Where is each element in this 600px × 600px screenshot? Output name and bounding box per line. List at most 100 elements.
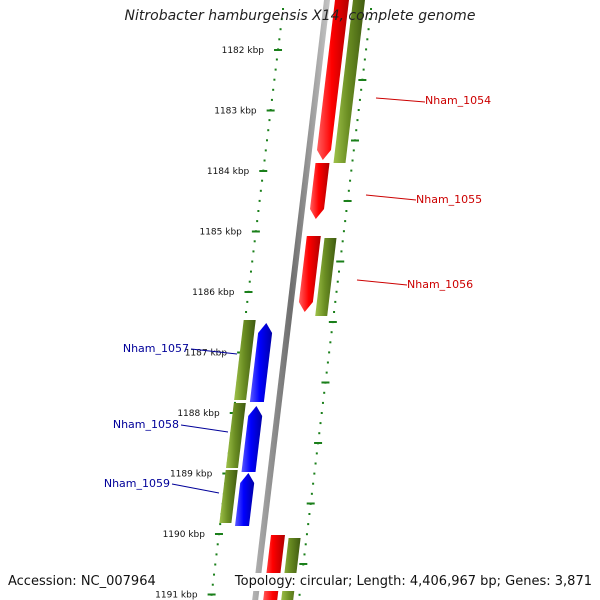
- gene-bar: [315, 238, 337, 316]
- topology-label: Topology: circular; Length: 4,406,967 bp…: [234, 573, 592, 591]
- ruler-major-tick: [259, 170, 268, 172]
- ruler-minor-tick: [274, 68, 277, 71]
- ruler-label: 1182 kbp: [222, 46, 265, 56]
- gene-label-nham-1057[interactable]: Nham_1057: [123, 342, 189, 355]
- ruler-minor-tick: [216, 543, 219, 546]
- gene-bar: [333, 0, 366, 163]
- ruler-major-tick: [321, 381, 330, 384]
- gene-label-nham-1056[interactable]: Nham_1056: [407, 278, 473, 291]
- ruler-label: 1185 kbp: [199, 228, 242, 238]
- ruler-minor-tick: [356, 119, 359, 122]
- ruler-minor-tick: [368, 18, 371, 21]
- ruler-minor-tick: [303, 553, 306, 556]
- ruler-minor-tick: [335, 290, 338, 293]
- ruler-minor-tick: [363, 58, 366, 61]
- ruler-major-tick: [251, 230, 260, 233]
- ruler-minor-tick: [304, 543, 307, 546]
- ruler-minor-tick: [341, 240, 344, 243]
- ruler-minor-tick: [270, 98, 273, 101]
- ruler-minor-tick: [336, 280, 339, 283]
- gene-label-nham-1054[interactable]: Nham_1054: [425, 94, 491, 107]
- ruler-major-tick: [350, 139, 359, 142]
- map-title: Nitrobacter hamburgensis X14, complete g…: [124, 8, 476, 24]
- ruler-minor-tick: [257, 210, 260, 212]
- ruler-major-tick: [266, 109, 275, 112]
- ruler-minor-tick: [263, 159, 266, 162]
- ruler-minor-tick: [253, 240, 256, 243]
- ruler-minor-tick: [249, 270, 252, 273]
- ruler-minor-tick: [315, 452, 318, 455]
- ruler-minor-tick: [320, 412, 323, 414]
- ruler-minor-tick: [330, 331, 333, 334]
- ruler-minor-tick: [347, 189, 350, 192]
- ruler-label: 1186 kbp: [192, 288, 235, 298]
- ruler-minor-tick: [321, 401, 324, 404]
- ruler-minor-tick: [298, 593, 301, 596]
- ruler-label: 1189 kbp: [170, 470, 213, 480]
- ruler-minor-tick: [268, 119, 271, 122]
- ruler-major-tick: [207, 593, 216, 596]
- ruler-minor-tick: [326, 361, 329, 364]
- ruler-minor-tick: [305, 533, 308, 536]
- ruler-label: 1190 kbp: [163, 530, 206, 540]
- ruler-minor-tick: [307, 523, 310, 526]
- ruler-minor-tick: [340, 250, 343, 253]
- ruler-minor-tick: [319, 422, 322, 425]
- ruler-minor-tick: [312, 482, 315, 485]
- ruler-minor-tick: [334, 300, 337, 303]
- gene-bar: [219, 470, 238, 523]
- ruler-minor-tick: [214, 563, 217, 566]
- forward-cds-bar: [310, 163, 330, 219]
- ruler-minor-tick: [366, 38, 369, 41]
- ruler-minor-tick: [280, 18, 283, 21]
- ruler-minor-tick: [333, 311, 336, 313]
- ruler-minor-tick: [362, 68, 365, 71]
- ruler-minor-tick: [215, 553, 218, 556]
- gene-label-nham-1059[interactable]: Nham_1059: [104, 477, 170, 490]
- ruler-major-tick: [299, 563, 308, 565]
- ruler-label: 1187 kbp: [185, 349, 228, 359]
- ruler-minor-tick: [258, 199, 261, 202]
- ruler-minor-tick: [245, 311, 248, 313]
- ruler-minor-tick: [252, 250, 255, 253]
- gene-leader-line: [171, 483, 220, 494]
- reverse-cds-bar: [241, 406, 263, 472]
- ruler-major-tick: [306, 502, 315, 505]
- reverse-cds-bar: [249, 323, 273, 402]
- gene-leader-line: [190, 348, 238, 355]
- ruler-minor-tick: [345, 210, 348, 212]
- forward-cds-bar: [317, 0, 350, 160]
- gene-leader-line: [375, 97, 426, 103]
- ruler-minor-tick: [352, 149, 355, 152]
- ruler-label: 1184 kbp: [207, 167, 250, 177]
- ruler-major-tick: [214, 533, 223, 535]
- ruler-minor-tick: [279, 28, 282, 31]
- ruler-minor-tick: [275, 58, 278, 61]
- ruler-minor-tick: [325, 371, 328, 374]
- ruler-minor-tick: [219, 523, 222, 526]
- gene-label-nham-1055[interactable]: Nham_1055: [416, 193, 482, 206]
- ruler-minor-tick: [370, 8, 373, 10]
- ruler-minor-tick: [259, 189, 262, 192]
- ruler-major-tick: [274, 49, 283, 51]
- ruler-minor-tick: [261, 179, 264, 182]
- ruler-label: 1188 kbp: [177, 409, 220, 419]
- ruler-minor-tick: [246, 300, 249, 303]
- gene-label-nham-1058[interactable]: Nham_1058: [113, 418, 179, 431]
- ruler-major-tick: [314, 442, 323, 444]
- genome-backbone: [252, 0, 331, 600]
- ruler-minor-tick: [211, 583, 214, 586]
- ruler-minor-tick: [251, 260, 254, 263]
- ruler-minor-tick: [357, 109, 360, 111]
- ruler-minor-tick: [272, 88, 275, 91]
- ruler-minor-tick: [313, 472, 316, 475]
- ruler-major-tick: [336, 260, 345, 263]
- ruler-minor-tick: [329, 341, 332, 344]
- ruler-minor-tick: [278, 38, 281, 41]
- reverse-cds-bar: [235, 473, 255, 526]
- ruler-minor-tick: [367, 28, 370, 31]
- gene-bar: [234, 320, 256, 400]
- ruler-major-tick: [244, 291, 253, 293]
